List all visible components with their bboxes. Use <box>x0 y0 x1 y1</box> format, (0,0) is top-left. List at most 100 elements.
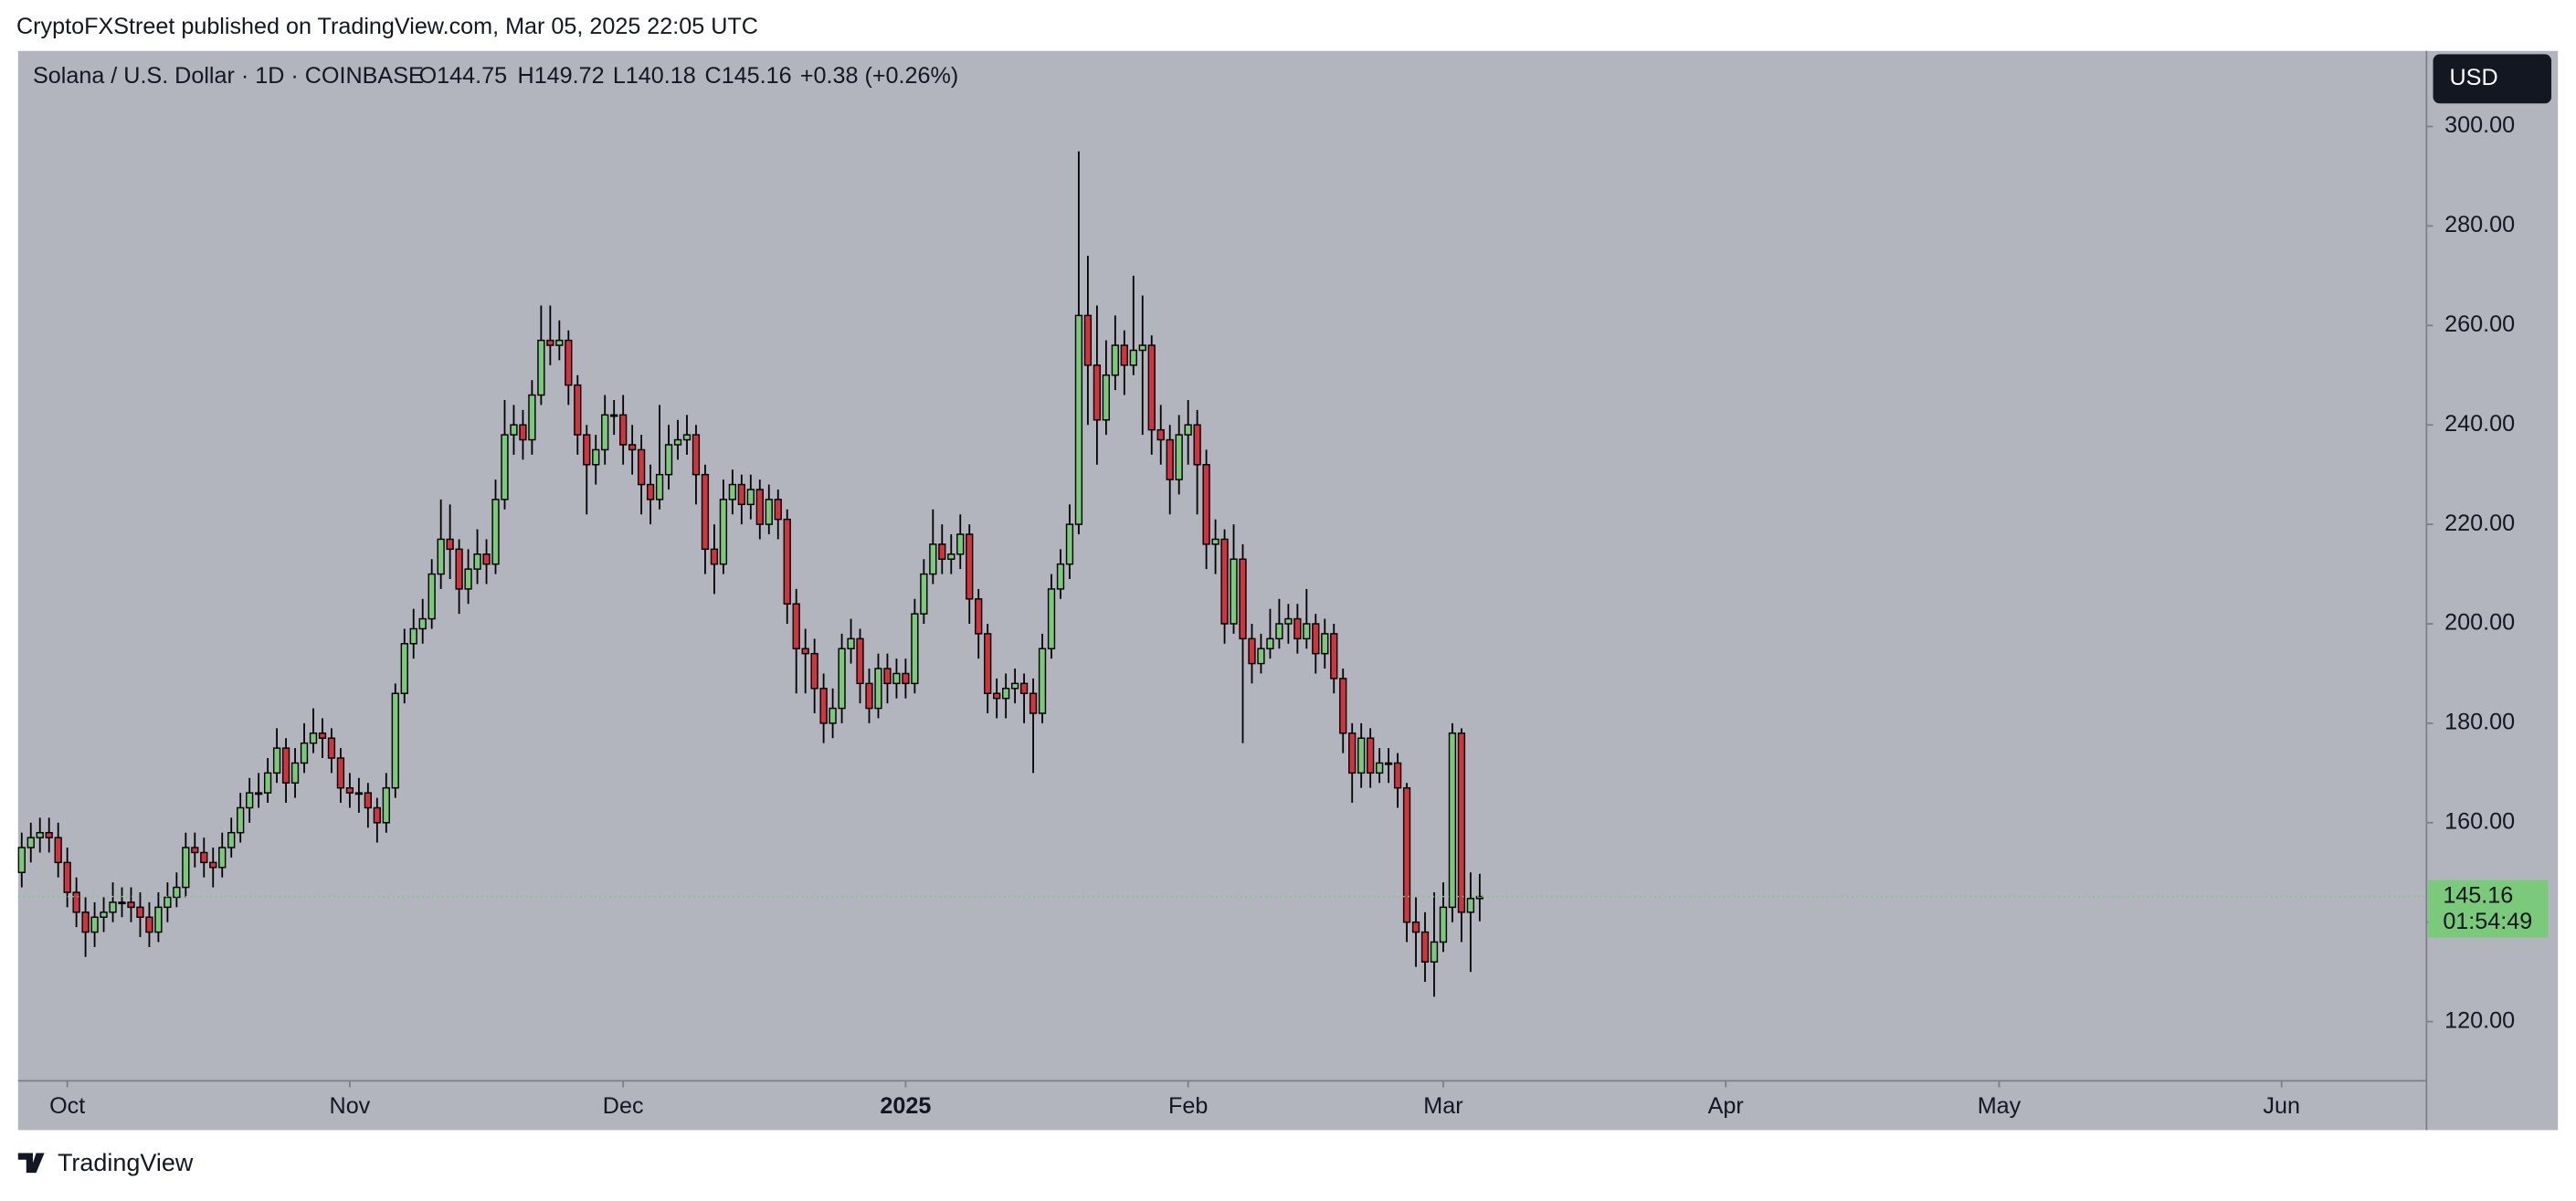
candle-body <box>619 414 628 446</box>
candle-body <box>209 861 217 869</box>
candle-body <box>255 792 263 795</box>
candle-body <box>428 573 436 620</box>
candle-body <box>373 806 381 824</box>
candle-body <box>1457 732 1466 913</box>
candle-body <box>200 851 208 864</box>
candle-body <box>1211 538 1219 545</box>
candle-body <box>510 424 518 436</box>
candle-body <box>829 707 837 724</box>
candle-body <box>810 652 818 690</box>
x-tick-label: Apr <box>1708 1093 1744 1119</box>
candle-body <box>1093 364 1102 421</box>
candle-body <box>437 538 445 575</box>
x-tick-label: Dec <box>603 1093 644 1119</box>
candle-body <box>164 896 172 909</box>
candle-body <box>1138 344 1146 352</box>
candle-body <box>938 543 946 560</box>
currency-label[interactable]: USD <box>2450 65 2498 90</box>
candle-body <box>309 732 318 744</box>
candle-body <box>1411 921 1420 933</box>
candle-body <box>1393 762 1402 789</box>
candle-body <box>118 901 126 905</box>
candle-body <box>865 682 873 710</box>
candle-body <box>1257 648 1265 665</box>
candle-body <box>455 548 463 590</box>
candle-body <box>391 692 399 789</box>
candle-body <box>281 747 290 784</box>
candle-body <box>1275 623 1283 640</box>
candle-body <box>81 911 90 933</box>
x-tick-label: Nov <box>330 1093 371 1119</box>
ohlc-open: O144.75 <box>419 63 508 89</box>
candle-body <box>364 792 372 809</box>
candle-body <box>1147 344 1156 431</box>
candle-body <box>902 672 910 685</box>
candle-body <box>801 648 809 655</box>
candle-body <box>601 414 609 451</box>
candle-body <box>191 847 199 854</box>
candle-body <box>956 533 965 555</box>
candle-body <box>1166 438 1174 480</box>
candle-body <box>1439 906 1448 943</box>
candle-body <box>136 906 144 918</box>
candle-body <box>1156 428 1165 441</box>
candle-body <box>1083 314 1093 366</box>
candle-body <box>819 688 828 724</box>
candle-body <box>774 499 782 521</box>
candle-body <box>1367 737 1375 774</box>
candle-body <box>728 483 737 500</box>
tradingview-logo: TradingView <box>17 1149 194 1176</box>
candle-body <box>72 891 80 913</box>
candle-body <box>272 747 281 774</box>
candle-body <box>1321 633 1329 655</box>
y-tick-label: 280.00 <box>2444 212 2515 237</box>
currency-button[interactable] <box>2433 54 2552 104</box>
candle-body <box>400 643 408 694</box>
candle-body <box>336 757 345 789</box>
y-tick-label: 240.00 <box>2444 411 2515 437</box>
candle-body <box>263 772 272 794</box>
candle-body <box>792 603 800 649</box>
ohlc-high: H149.72 <box>518 63 605 89</box>
candle-body <box>127 901 135 909</box>
candle-body <box>1248 637 1256 665</box>
candle-body <box>1038 648 1047 714</box>
candle-body <box>218 847 227 869</box>
candle-body <box>482 553 491 565</box>
candle-body <box>36 831 44 838</box>
last-price-box <box>2428 880 2549 938</box>
candle-body <box>565 339 573 386</box>
candle-body <box>537 339 545 396</box>
candle-body <box>54 837 62 864</box>
candle-body <box>1376 762 1384 774</box>
candle-body <box>1220 538 1229 625</box>
candle-body <box>1466 898 1475 913</box>
candle-body <box>746 489 755 506</box>
publish-note: CryptoFXStreet published on TradingView.… <box>16 14 758 39</box>
candle-body <box>519 424 527 441</box>
candle-body <box>182 847 190 889</box>
candle-body <box>1312 623 1320 655</box>
candle-body <box>993 692 1001 700</box>
candle-body <box>911 613 919 685</box>
candle-body <box>154 906 163 933</box>
candle-body <box>1330 633 1338 680</box>
candle-body <box>1065 523 1074 565</box>
candle-body <box>682 434 692 441</box>
candle-body <box>975 598 983 635</box>
candle-body <box>883 668 892 685</box>
candle-body <box>173 886 181 899</box>
symbol-legend: Solana / U.S. Dollar · 1D · COINBASE O14… <box>33 63 958 89</box>
candle-body <box>100 911 108 918</box>
candle-body <box>555 339 564 346</box>
candle-body <box>26 837 35 848</box>
candle-body <box>1010 682 1019 690</box>
candle-body <box>847 637 855 649</box>
candle-body <box>1284 617 1293 625</box>
candle-body <box>984 633 992 694</box>
x-tick-label: Oct <box>49 1093 85 1119</box>
x-tick-label: 2025 <box>880 1093 931 1119</box>
candle-body <box>501 434 509 500</box>
candle-body <box>1475 895 1484 900</box>
candle-body <box>1293 617 1302 640</box>
